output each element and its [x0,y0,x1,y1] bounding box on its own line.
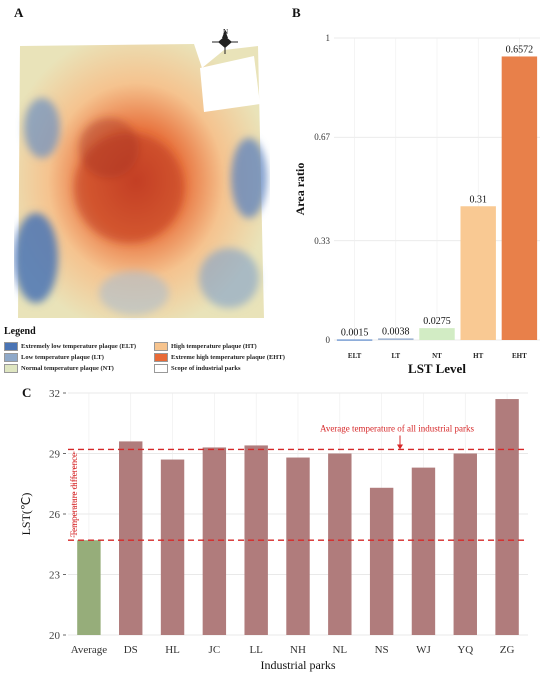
bar-average [77,540,101,635]
y-axis-title: Area ratio [293,163,307,216]
x-tick-label: NL [332,644,347,656]
y-tick-label: 32 [49,388,60,400]
data-label: 0.6572 [506,44,534,55]
map-low-zone [199,248,259,308]
bar-yq [453,453,477,635]
legend-item-elt: Extremely low temperature plaque (ELT) [4,342,136,351]
north-arrow [212,30,238,54]
y-tick-label: 23 [49,570,61,582]
bar-wj [411,467,436,635]
map-low-zone [14,213,58,303]
legend-swatch [154,342,168,351]
data-label: 0.0038 [382,326,410,337]
reference-arrow-head [397,444,403,450]
map-low-zone [99,271,169,315]
x-tick-label: ZG [500,644,515,656]
y-tick-label: 0.33 [314,236,330,246]
legend-item-scope: Scope of industrial parks [154,364,241,373]
map-unsurveyed-area [200,56,260,112]
panel-label-c: C [22,385,32,400]
data-label: 0.0275 [423,316,451,327]
north-label: N [223,28,229,36]
data-label: 0.31 [469,194,487,205]
bar-nh [286,457,310,635]
bar-lt [378,338,414,340]
x-axis-title: LST Level [408,361,466,376]
panel-label-b: B [292,5,301,20]
legend-item-lt: Low temperature plaque (LT) [4,353,104,362]
x-tick-label: NH [290,644,306,656]
legend-swatch [154,353,168,362]
x-tick-label: LL [249,644,263,656]
bar-eht [501,56,538,340]
bar-nl [328,453,352,635]
y-tick-label: 0 [326,335,331,345]
legend-swatch [4,353,18,362]
y-tick-label: 29 [49,449,61,461]
x-tick-label: DS [124,644,138,656]
panel-label-a: A [14,5,24,20]
chart-lst-industrial-parks: 20 23 26 29 32 Average DS HL JC LL NH NL NS WJ YQ ZG Ave… [19,388,528,672]
x-tick-label: HL [165,644,180,656]
map-low-zone [24,98,60,158]
map-low-zone [231,138,267,218]
map-hot-zone [79,118,139,178]
x-tick-label: ELT [348,352,362,360]
legend-title: Legend [4,326,36,337]
y-tick-label: 26 [49,509,61,521]
x-tick-label: WJ [416,644,431,656]
bar-ht [460,206,496,340]
lst-map [14,30,267,318]
legend-swatch [154,364,168,373]
y-axis-title: LST(℃) [19,493,33,536]
legend-item-nt: Normal temperature plaque (NT) [4,364,114,373]
bar-ns [369,487,394,635]
x-tick-label: NS [375,644,389,656]
y-tick-label: 0.67 [314,132,330,142]
chart-area-ratio: 0 0.33 0.67 1 0.0015 ELT 0.0038 LT 0.0275 NT 0.31 H… [293,33,540,376]
legend-swatch [4,342,18,351]
bar-hl [160,459,185,635]
data-label: 0.0015 [341,327,369,338]
x-tick-label: JC [209,644,221,656]
x-tick-label: HT [473,352,483,360]
legend-item-ht: High temperature plaque (HT) [154,342,257,351]
x-axis-title: Industrial parks [261,658,336,672]
x-tick-label: Average [71,644,108,656]
x-tick-label: EHT [512,352,527,360]
y-tick-label: 1 [326,33,331,43]
bar-ll [244,445,268,635]
difference-annotation: Temperature difference [69,453,79,537]
legend: Legend Extremely low temperature plaque … [4,322,304,378]
bar-elt [336,339,373,341]
bar-nt [419,328,455,340]
legend-item-eht: Extreme high temperature plaque (EHT) [154,353,285,362]
bar-jc [202,447,227,635]
x-tick-label: LT [391,352,400,360]
reference-line-label: Average temperature of all industrial pa… [320,423,475,433]
legend-swatch [4,364,18,373]
bar-ds [119,441,143,635]
x-tick-label: YQ [457,644,473,656]
y-tick-label: 20 [49,630,61,642]
x-tick-label: NT [432,352,442,360]
bar-zg [495,399,519,635]
